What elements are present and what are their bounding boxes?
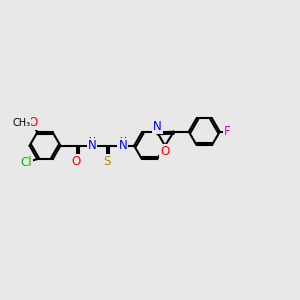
Text: O: O [160,145,169,158]
Text: O: O [28,116,37,129]
Text: S: S [104,155,111,168]
Text: N: N [88,139,96,152]
Text: H: H [119,136,126,146]
Text: H: H [88,136,95,146]
Text: N: N [118,139,127,152]
Text: F: F [224,125,230,138]
Text: O: O [72,155,81,168]
Text: CH₃: CH₃ [12,118,31,128]
Text: N: N [153,121,162,134]
Text: Cl: Cl [20,156,32,169]
